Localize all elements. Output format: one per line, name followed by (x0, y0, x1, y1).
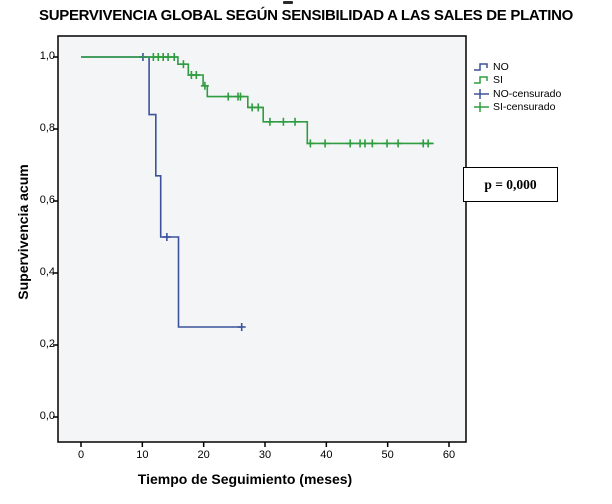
x-tick-label: 30 (258, 449, 272, 461)
legend-item-si: SI (474, 74, 561, 88)
plus-censor-icon (474, 102, 489, 113)
chart-title: SUPERVIVENCIA GLOBAL SEGÚN SENSIBILIDAD … (39, 7, 573, 24)
legend-label: NO-censurado (493, 87, 562, 100)
y-axis-title: Supervivencia acum (15, 164, 31, 300)
y-tick-label: 0,0 (39, 410, 55, 422)
survival-curve-no (81, 56, 242, 328)
x-tick-label: 40 (320, 449, 333, 461)
plot-frame (57, 35, 467, 443)
p-value-text: p = 0,000 (484, 176, 537, 192)
legend-label: SI (493, 74, 503, 87)
legend-label: SI-censurado (493, 101, 556, 114)
legend: NO SI NO-censurado SI-censurado (474, 60, 561, 114)
step-line-icon (474, 76, 488, 84)
p-value-box: p = 0,000 (463, 167, 558, 202)
plus-censor-icon (474, 88, 489, 99)
legend-item-si-censurado: SI-censurado (474, 101, 561, 115)
x-tick-label: 0 (77, 449, 85, 461)
x-tick-label: 50 (381, 449, 394, 461)
x-tick-label: 10 (136, 449, 149, 461)
y-tick-label: 0,6 (39, 194, 55, 206)
step-line-icon (474, 63, 488, 71)
stray-mark (283, 1, 293, 4)
y-tick-label: 0,8 (39, 122, 55, 134)
x-tick-label: 20 (197, 449, 210, 461)
x-axis-title: Tiempo de Seguimiento (meses) (137, 471, 353, 487)
x-tick-label: 60 (442, 449, 456, 461)
y-tick-label: 0,2 (39, 338, 55, 350)
legend-label: NO (493, 60, 509, 73)
y-tick-label: 1,0 (39, 50, 55, 62)
y-tick-label: 0,4 (39, 266, 55, 278)
legend-item-no-censurado: NO-censurado (474, 87, 561, 101)
legend-item-no: NO (474, 60, 561, 74)
